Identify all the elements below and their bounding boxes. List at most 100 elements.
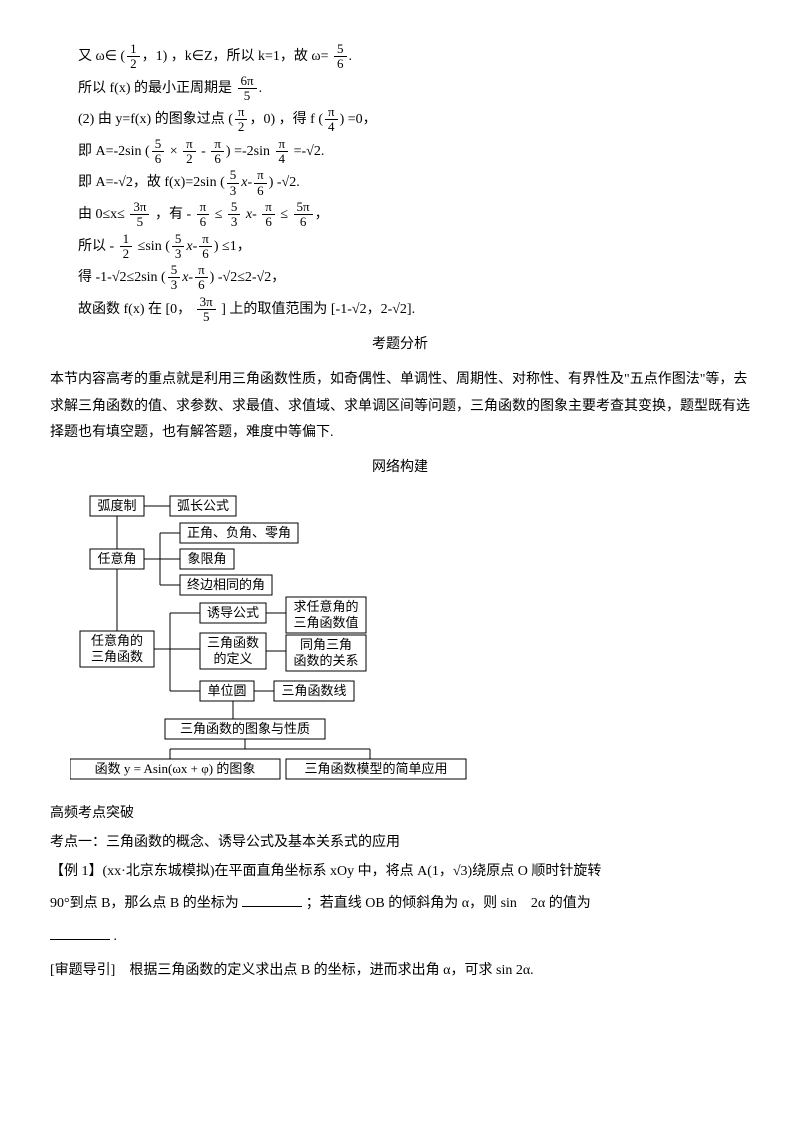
b3c: 终边相同的角 <box>187 577 265 592</box>
diagram-svg: 弧度制 弧长公式 任意角 正角、负角、零角 象限角 终边相同的角 任意角的 三角… <box>70 491 510 791</box>
f1: 53 <box>227 168 240 198</box>
ex1-line3: . <box>50 924 750 951</box>
para-2: 所以 f(x) 的最小正周期是 6π5. <box>50 74 750 104</box>
guide: [审题导引] 根据三角函数的定义求出点 B 的坐标，进而求出角 α，可求 sin… <box>50 958 750 985</box>
t: 即 A=-2sin <box>78 144 142 159</box>
c: ， <box>315 207 329 222</box>
b4l2: 三角函数 <box>91 649 143 664</box>
p: ( <box>145 144 150 159</box>
dot: . <box>349 49 353 64</box>
analysis-body: 本节内容高考的重点就是利用三角函数性质，如奇偶性、单调性、周期性、对称性、有界性… <box>50 367 750 447</box>
b3a: 正角、负角、零角 <box>187 525 291 540</box>
b3b: 象限角 <box>187 551 226 566</box>
para-5: 即 A=-√2，故 f(x)=2sin (53x-π6) -√2. <box>50 168 750 198</box>
t: 90°到点 B，那么点 B 的坐标为 <box>50 896 239 911</box>
f3: π6 <box>211 137 224 167</box>
frac: π2 <box>235 105 248 135</box>
analysis-title: 考题分析 <box>50 332 750 359</box>
t: 又 ω∈ <box>78 49 117 64</box>
ex1-line2: 90°到点 B，那么点 B 的坐标为 ；若直线 OB 的倾斜角为 α，则 sin… <box>50 891 750 918</box>
m: - <box>188 270 193 285</box>
f4: π6 <box>262 200 275 230</box>
ex1: 【例 1】(xx·北京东城模拟)在平面直角坐标系 xOy 中，将点 A(1，√3… <box>50 859 750 886</box>
f2: π6 <box>195 263 208 293</box>
m: - <box>193 239 198 254</box>
b4a: 诱导公式 <box>207 605 259 620</box>
b4br2: 函数的关系 <box>293 653 358 668</box>
p2: ) <box>214 239 219 254</box>
t: (2) 由 y=f(x) 的图象过点 <box>78 112 225 127</box>
b4b2: 的定义 <box>213 651 252 666</box>
b4cr: 三角函数线 <box>281 683 346 698</box>
f3: π6 <box>199 232 212 262</box>
t: 所以 - <box>78 239 114 254</box>
b4ar1: 求任意角的 <box>293 599 358 614</box>
t2: -√2. <box>277 175 300 190</box>
t: . <box>114 929 118 944</box>
para-6: 由 0≤x≤ 3π5 ，有 - π6 ≤ 53 x- π6 ≤ 5π6， <box>50 200 750 230</box>
t4: ) <box>340 112 345 127</box>
t: 故函数 f(x) 在 [0， <box>78 302 191 317</box>
t2: =-2sin <box>234 144 270 159</box>
blank-1 <box>242 892 302 907</box>
b4ar2: 三角函数值 <box>293 615 358 630</box>
f2: π2 <box>183 137 196 167</box>
kd1: 考点一：三角函数的概念、诱导公式及基本关系式的应用 <box>50 830 750 857</box>
b6a: 函数 y = Asin(ωx + φ) 的图象 <box>95 761 256 776</box>
f4: π4 <box>276 137 289 167</box>
frac2: 56 <box>334 42 347 72</box>
b6b: 三角函数模型的简单应用 <box>304 761 447 776</box>
t3: ，得 f <box>279 112 315 127</box>
t3: ≤1， <box>222 239 251 254</box>
t5: ≤ <box>280 207 288 222</box>
p: ( <box>161 270 166 285</box>
b4c: 单位圆 <box>207 683 246 698</box>
t2: ，1) <box>142 49 168 64</box>
para-9: 故函数 f(x) 在 [0， 3π5 ] 上的取值范围为 [-1-√2，2-√2… <box>50 295 750 325</box>
t: 【例 1】(xx·北京东城模拟)在平面直角坐标系 xOy 中，将点 A(1，√3… <box>50 864 601 879</box>
b5: 三角函数的图象与性质 <box>180 721 310 736</box>
f3: 53 <box>228 200 241 230</box>
hfreq: 高频考点突破 <box>50 801 750 828</box>
t3: ，k∈Z，所以 k=1，故 ω= <box>171 49 329 64</box>
f1: 3π5 <box>197 295 216 325</box>
t3: ≤ <box>215 207 223 222</box>
f2: π6 <box>254 168 267 198</box>
para-3: (2) 由 y=f(x) 的图象过点 (π2，0) ，得 f (π4) =0， <box>50 105 750 135</box>
m: - <box>201 144 206 159</box>
b4l1: 任意角的 <box>91 633 143 648</box>
blank-2 <box>50 925 110 940</box>
t4: x- <box>246 207 257 222</box>
t5: =0， <box>348 112 377 127</box>
t2: ≤sin <box>138 239 162 254</box>
para-4: 即 A=-2sin (56 × π2 - π6) =-2sin π4 =-√2. <box>50 137 750 167</box>
p: ( <box>220 175 225 190</box>
t2: ，0) <box>249 112 275 127</box>
frac: 12 <box>127 42 140 72</box>
t: 即 A=-√2，故 f(x)=2sin <box>78 175 217 190</box>
f5: 5π6 <box>294 200 313 230</box>
b4b1: 三角函数 <box>207 635 259 650</box>
x: × <box>170 144 181 159</box>
concept-diagram: 弧度制 弧长公式 任意角 正角、负角、零角 象限角 终边相同的角 任意角的 三角… <box>70 491 750 791</box>
t2: ；若直线 OB 的倾斜角为 α，则 sin 2α 的值为 <box>306 896 591 911</box>
p2: ) <box>226 144 231 159</box>
f1: 12 <box>120 232 133 262</box>
t: 由 0≤x≤ <box>78 207 125 222</box>
t2: -√2≤2-√2， <box>218 270 285 285</box>
f1: 3π5 <box>130 200 149 230</box>
pt: ( <box>228 112 233 127</box>
t3: =-√2. <box>294 144 325 159</box>
b4br1: 同角三角 <box>300 637 352 652</box>
para-8: 得 -1-√2≤2sin (53x-π6) -√2≤2-√2， <box>50 263 750 293</box>
t: 得 -1-√2≤2sin <box>78 270 158 285</box>
p2: ) <box>269 175 274 190</box>
t2: ] 上的取值范围为 [-1-√2，2-√2]. <box>221 302 415 317</box>
p: ( <box>165 239 170 254</box>
f1: 56 <box>152 137 165 167</box>
b3: 任意角 <box>97 551 136 566</box>
t2: ，有 - <box>155 207 191 222</box>
f1: 53 <box>168 263 181 293</box>
frac: 6π5 <box>238 74 257 104</box>
b2: 弧长公式 <box>177 498 229 513</box>
